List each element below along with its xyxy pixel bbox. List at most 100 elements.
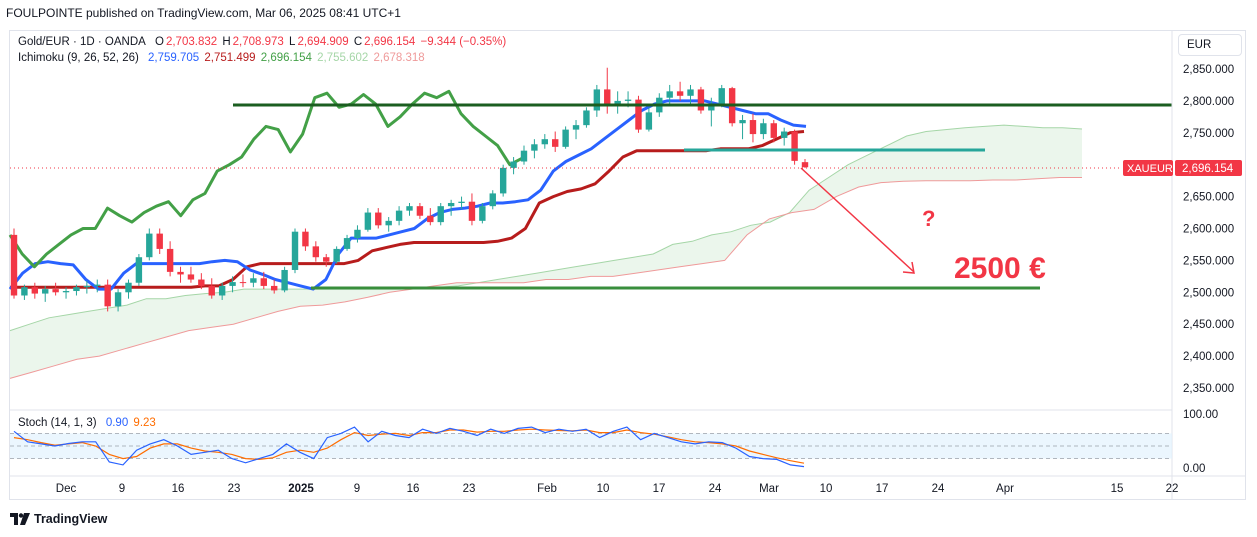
price-tick-label: 2,450.000 [1183,319,1234,331]
candle [312,241,320,262]
candle [114,289,122,312]
time-tick-label: 10 [820,483,833,495]
candle [166,241,174,277]
candle-body [177,271,184,275]
candle-body [375,212,382,226]
candle [479,202,486,224]
candle-body [406,206,413,211]
candle-body [791,131,798,161]
candle [302,228,309,251]
price-tick-label: 2,350.000 [1183,383,1234,395]
candle-body [572,125,580,130]
candle [364,208,372,232]
candle [510,157,517,175]
candle-body [624,99,632,101]
tenkan-line [8,99,807,291]
price-tick-label: 2,500.000 [1183,287,1234,299]
candle [427,208,434,226]
stoch-label[interactable]: Stoch (14, 1, 3) [18,417,97,429]
currency-button[interactable]: EUR [1178,34,1242,56]
candle-body [114,292,122,307]
candle-body [270,285,278,291]
change-value: −9.344 (−0.35%) [420,36,507,48]
stoch-d-line [13,428,805,464]
candle [780,127,788,146]
ohlc-legend: Gold/EUR · 1D · OANDA O 2,703.832 H 2,708.… [18,36,508,48]
footer-brand: TradingView [10,512,107,526]
price-badge-text: 2,696.154 [1182,163,1234,175]
candle-body [52,289,59,293]
candle [250,273,257,288]
candle [187,266,195,283]
time-tick-label: Apr [996,483,1014,495]
candle [593,84,601,117]
low-value: 2,694.909 [297,36,349,48]
candle-body [666,91,673,98]
candle-body [708,104,715,111]
candle [125,279,132,299]
candle-body [801,162,809,168]
candle [791,129,798,165]
time-tick-label: 2025 [288,483,314,495]
candle [552,131,559,152]
candle-body [447,202,455,207]
candle [447,199,455,216]
candle [520,145,528,165]
candle-body [614,100,621,105]
candle-body [739,120,746,124]
stoch-tick-label: 0.00 [1183,463,1205,475]
time-tick-label: 10 [597,483,610,495]
candle-body [687,89,694,96]
candle-body [583,110,590,126]
candle-body [42,289,49,294]
candle-body [73,287,80,292]
candle-body [302,231,309,247]
chart-frame[interactable] [9,30,1246,500]
candle-body [62,291,70,293]
close-label: C [353,36,363,48]
candle [708,97,715,127]
candle [208,278,215,299]
candle [135,254,143,286]
senkou-a-line [9,124,1083,332]
candle-body [541,139,549,145]
kijun-value: 2,751.499 [204,52,256,64]
candle [697,86,705,114]
candle [801,158,809,168]
target-price-label: 2500 € [954,252,1046,285]
candle-body [281,269,288,291]
candle [260,271,267,290]
candle [52,282,59,296]
symbol-name[interactable]: Gold/EUR · 1D · OANDA [18,36,146,48]
candle [73,284,80,296]
time-tick-label: Feb [537,483,557,495]
candle [614,91,621,114]
candle [218,282,226,300]
candle-body [593,89,601,111]
candle [333,246,340,264]
candle-body [333,248,340,262]
candle-body [239,282,247,284]
candle-body [343,238,351,249]
candle [728,86,736,127]
candle [354,225,361,243]
candle-body [780,131,788,138]
candle-body [166,248,174,272]
ichimoku-label[interactable]: Ichimoku (9, 26, 52, 26) [18,52,139,64]
candle [291,228,299,274]
candle-body [312,246,320,258]
candle [437,202,444,226]
candle-body [187,274,195,280]
candle [198,273,205,290]
candle-body [354,229,361,239]
candle [239,274,247,288]
candle-body [31,287,39,294]
candle [531,139,538,159]
stoch-d-value: 9.23 [133,417,156,429]
candle [416,202,424,219]
time-tick-label: 15 [1111,483,1124,495]
kijun-line [10,130,805,289]
ichimoku-legend: Ichimoku (9, 26, 52, 26) 2,759.705 2,751… [18,52,427,64]
candle-body [229,282,236,286]
